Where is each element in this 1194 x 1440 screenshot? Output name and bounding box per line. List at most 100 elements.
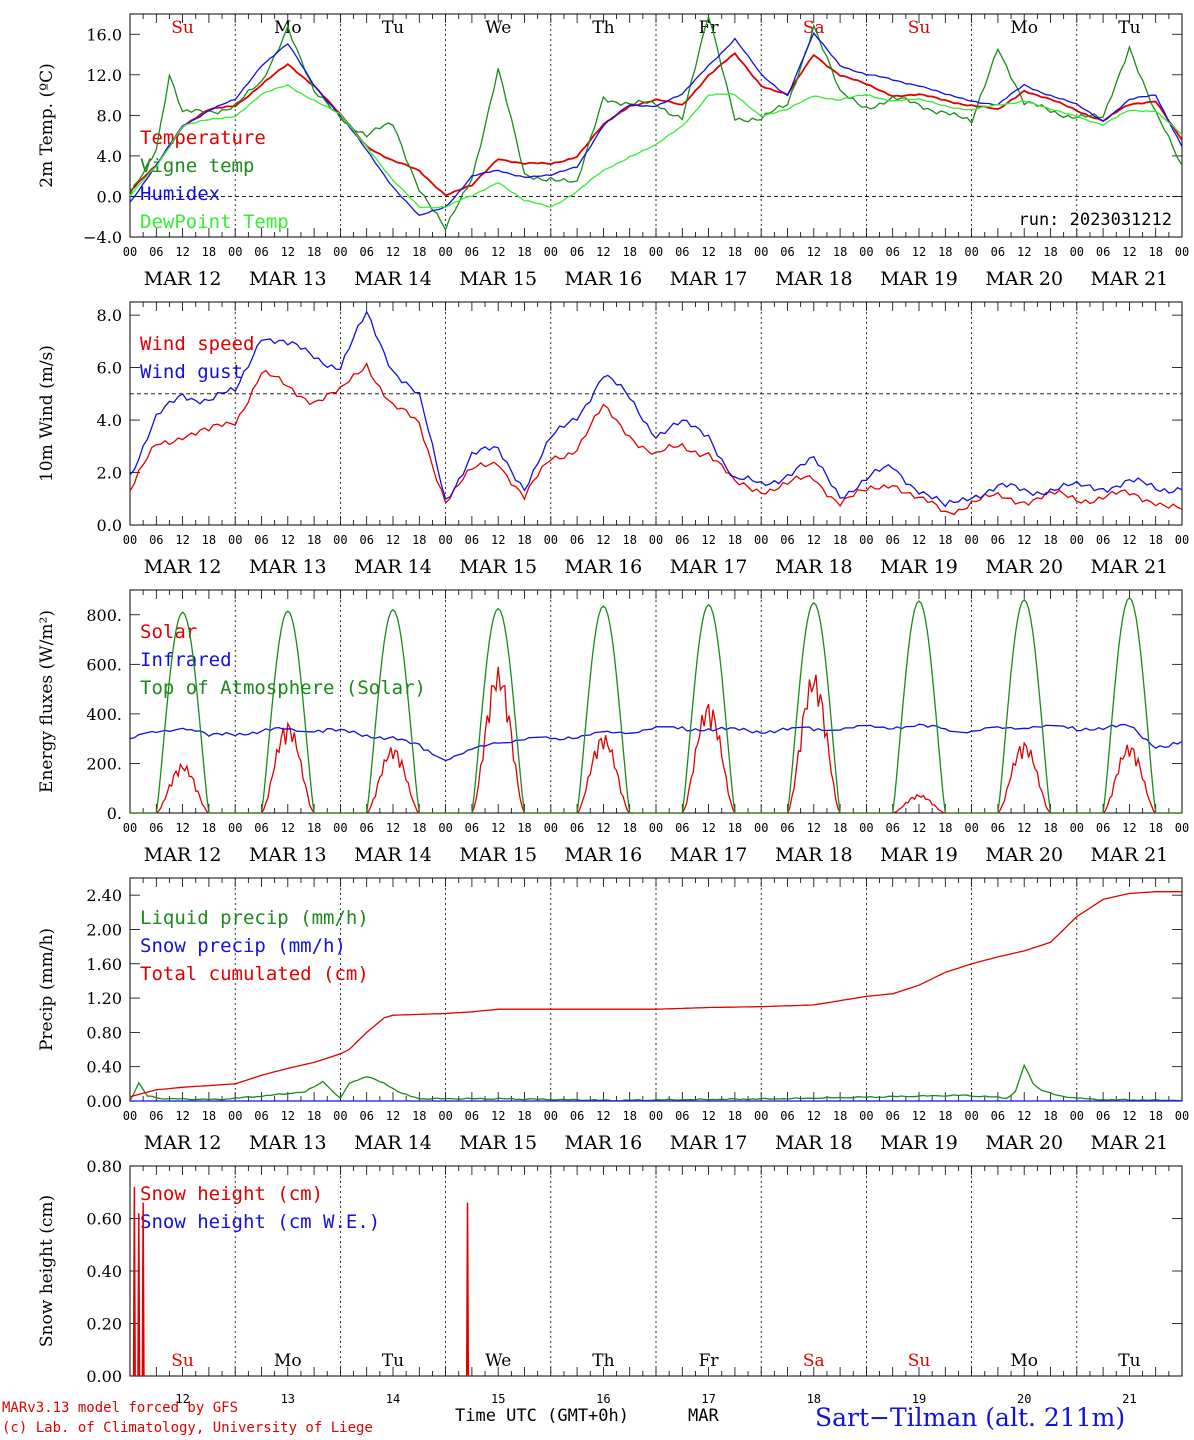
hour-label: 00 [754, 245, 768, 259]
hour-label: 06 [991, 821, 1005, 835]
legend-entry: Snow precip (mm/h) [140, 935, 346, 957]
day-number-label: 13 [281, 1392, 295, 1406]
hour-label: 00 [859, 533, 873, 547]
legend-entry: DewPoint Temp [140, 211, 289, 233]
weekday-label: Mo [1010, 18, 1038, 38]
hour-label: 00 [123, 533, 137, 547]
hour-label: 18 [833, 1109, 847, 1123]
hour-label: 00 [1070, 245, 1084, 259]
weekday-label: Th [592, 18, 614, 38]
hour-label: 12 [701, 1109, 715, 1123]
hour-label: 06 [780, 821, 794, 835]
day-number-label: 16 [596, 1392, 610, 1406]
hour-label: 18 [1043, 1109, 1057, 1123]
hour-label: 00 [544, 245, 558, 259]
weekday-label: Tu [1118, 18, 1140, 38]
y-axis-label: Snow height (cm) [37, 1195, 57, 1347]
hour-label: 12 [281, 245, 295, 259]
weekday-label: Tu [1118, 1351, 1140, 1371]
hour-label: 06 [254, 533, 268, 547]
hour-label: 00 [123, 1109, 137, 1123]
y-tick-label: 1.60 [86, 955, 122, 974]
hour-label: 18 [833, 533, 847, 547]
weekday-label: Fr [699, 18, 720, 38]
y-tick-label: 0.80 [86, 1023, 122, 1042]
hour-label: 06 [1096, 1109, 1110, 1123]
hour-label: 06 [149, 533, 163, 547]
hour-label: 06 [359, 821, 373, 835]
y-axis-label: Energy fluxes (W/m²) [37, 610, 57, 793]
hour-label: 18 [833, 821, 847, 835]
date-label: MAR 17 [670, 844, 748, 866]
series-wind-gust [129, 310, 1183, 508]
date-label: MAR 20 [985, 556, 1063, 578]
hour-label: 12 [807, 533, 821, 547]
y-tick-label: 4.0 [97, 411, 122, 430]
hour-label: 06 [991, 533, 1005, 547]
hour-label: 00 [228, 245, 242, 259]
hour-label: 12 [1017, 245, 1031, 259]
legend-entry: Wind gust [140, 361, 243, 383]
date-label: MAR 17 [670, 556, 748, 578]
date-label: MAR 17 [670, 268, 748, 290]
day-number-label: 18 [807, 1392, 821, 1406]
day-number-label: 14 [386, 1392, 400, 1406]
hour-label: 18 [412, 1109, 426, 1123]
hour-label: 12 [912, 1109, 926, 1123]
hour-label: 06 [570, 245, 584, 259]
credit-line-1: MARv3.13 model forced by GFS [2, 1400, 239, 1416]
hour-label: 18 [517, 245, 531, 259]
y-tick-label: 0.00 [86, 1367, 122, 1386]
y-axis-label: Precip (mm/h) [37, 928, 57, 1051]
hour-label: 00 [544, 533, 558, 547]
date-label: MAR 16 [565, 268, 643, 290]
y-tick-label: 2.00 [86, 920, 122, 939]
date-label: MAR 14 [354, 556, 432, 578]
hour-label: 06 [991, 1109, 1005, 1123]
hour-label: 12 [491, 1109, 505, 1123]
hour-label: 12 [912, 533, 926, 547]
hour-label: 18 [307, 245, 321, 259]
weekday-label: Mo [1010, 1351, 1038, 1371]
hour-label: 18 [1043, 821, 1057, 835]
hour-label: 18 [728, 1109, 742, 1123]
hour-label: 06 [359, 245, 373, 259]
legend-entry: Total cumulated (cm) [140, 963, 369, 985]
hour-label: 00 [964, 821, 978, 835]
hour-label: 00 [649, 533, 663, 547]
hour-label: 06 [465, 245, 479, 259]
hour-label: 18 [622, 1109, 636, 1123]
hour-label: 06 [675, 533, 689, 547]
hour-label: 00 [649, 245, 663, 259]
hour-label: 06 [254, 245, 268, 259]
date-label: MAR 14 [354, 1132, 432, 1154]
hour-label: 12 [491, 245, 505, 259]
hour-label: 06 [254, 1109, 268, 1123]
hour-label: 12 [807, 245, 821, 259]
y-tick-label: 800. [86, 606, 122, 625]
hour-label: 00 [964, 1109, 978, 1123]
hour-label: 00 [859, 245, 873, 259]
hour-label: 18 [622, 821, 636, 835]
hour-label: 18 [202, 1109, 216, 1123]
series-humidex [129, 31, 1183, 217]
hour-label: 06 [149, 821, 163, 835]
hour-label: 12 [596, 821, 610, 835]
date-label: MAR 18 [775, 844, 853, 866]
hour-label: 00 [123, 821, 137, 835]
hour-label: 18 [622, 245, 636, 259]
hour-label: 18 [728, 821, 742, 835]
hour-label: 18 [412, 533, 426, 547]
y-tick-label: 12.0 [86, 66, 122, 85]
hour-label: 00 [964, 533, 978, 547]
hour-label: 00 [754, 533, 768, 547]
hour-label: 00 [438, 245, 452, 259]
hour-label: 12 [1017, 533, 1031, 547]
hour-label: 18 [1148, 245, 1162, 259]
y-tick-label: 200. [86, 754, 122, 773]
legend-entry: Snow height (cm W.E.) [140, 1211, 380, 1233]
hour-label: 12 [912, 245, 926, 259]
hour-label: 18 [622, 533, 636, 547]
hour-label: 18 [938, 533, 952, 547]
hour-label: 06 [675, 821, 689, 835]
